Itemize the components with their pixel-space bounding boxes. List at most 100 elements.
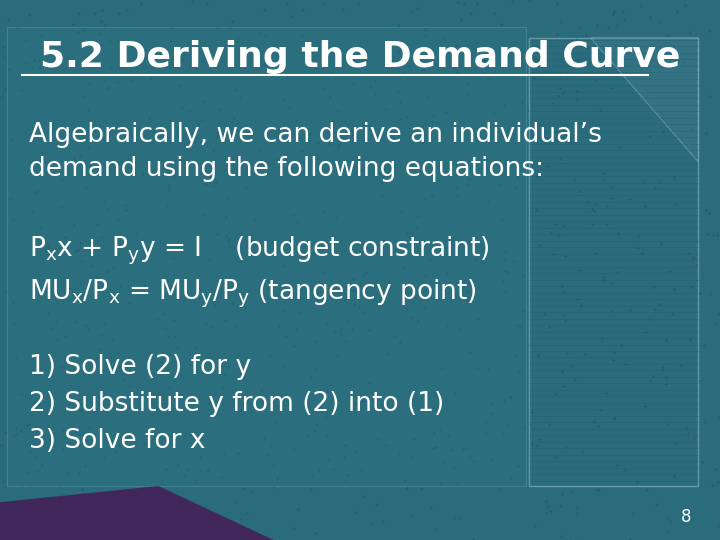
Point: [186, 0, 197, 5]
Point: [321, 432, 333, 441]
Point: [83, 107, 94, 116]
Point: [450, 183, 462, 192]
Point: [12, 511, 24, 520]
Point: [55, 362, 67, 371]
Point: [91, 354, 103, 363]
Point: [406, 312, 418, 321]
Point: [333, 144, 344, 152]
Point: [345, 393, 356, 401]
Point: [575, 301, 587, 309]
Point: [606, 307, 617, 316]
Point: [305, 484, 316, 493]
Point: [52, 336, 63, 345]
Point: [505, 393, 517, 401]
Point: [610, 64, 621, 73]
Point: [538, 310, 549, 319]
Point: [384, 279, 395, 287]
Point: [451, 41, 462, 50]
Point: [608, 348, 620, 356]
Point: [464, 175, 475, 184]
Point: [600, 37, 612, 45]
Point: [376, 191, 387, 200]
Point: [514, 323, 526, 332]
Point: [570, 35, 582, 43]
Point: [99, 21, 111, 30]
Text: Algebraically, we can derive an individual’s
demand using the following equation: Algebraically, we can derive an individu…: [29, 122, 602, 183]
Point: [662, 514, 674, 523]
Point: [11, 429, 22, 438]
Point: [523, 341, 535, 349]
Point: [488, 109, 500, 117]
Point: [261, 170, 272, 178]
Point: [572, 295, 583, 303]
Point: [280, 332, 292, 340]
Point: [98, 198, 109, 207]
Point: [75, 239, 86, 247]
Point: [77, 256, 89, 265]
Point: [473, 43, 485, 51]
Point: [557, 366, 568, 375]
Point: [213, 105, 225, 113]
Point: [16, 85, 27, 94]
Point: [347, 285, 359, 294]
Point: [580, 349, 591, 358]
Point: [310, 63, 322, 72]
Point: [505, 474, 517, 482]
Point: [219, 315, 230, 324]
Point: [561, 349, 572, 357]
Point: [554, 502, 565, 511]
Point: [554, 155, 565, 164]
Point: [559, 287, 570, 296]
Point: [271, 155, 283, 164]
Point: [255, 29, 266, 37]
Point: [228, 113, 240, 122]
Point: [347, 275, 359, 284]
Point: [528, 73, 540, 82]
Point: [76, 485, 88, 494]
Point: [28, 55, 40, 64]
Point: [649, 305, 660, 313]
Point: [427, 444, 438, 453]
Point: [34, 56, 45, 65]
Point: [114, 283, 126, 292]
Point: [72, 246, 84, 254]
Point: [337, 133, 348, 142]
Point: [434, 480, 446, 489]
Point: [81, 184, 92, 192]
Point: [593, 421, 604, 430]
Point: [140, 482, 151, 491]
Point: [291, 324, 302, 333]
Point: [597, 273, 608, 282]
Point: [339, 441, 351, 449]
Point: [390, 331, 401, 340]
Point: [222, 237, 234, 245]
Point: [369, 76, 381, 85]
Point: [518, 271, 529, 279]
Point: [97, 366, 109, 374]
Point: [632, 232, 644, 240]
Point: [404, 229, 415, 238]
Point: [571, 55, 582, 64]
Point: [89, 38, 101, 46]
Point: [337, 5, 348, 14]
Point: [500, 286, 511, 295]
Point: [685, 282, 696, 291]
Point: [326, 68, 338, 76]
Point: [655, 238, 667, 247]
Point: [244, 125, 256, 134]
Point: [662, 420, 674, 428]
Point: [497, 430, 508, 439]
Point: [217, 398, 229, 407]
Point: [207, 181, 218, 190]
Point: [305, 130, 316, 138]
Point: [24, 11, 35, 19]
Point: [59, 332, 71, 341]
Point: [347, 324, 359, 333]
Point: [176, 103, 188, 112]
Point: [42, 243, 54, 252]
Point: [589, 249, 600, 258]
Point: [262, 284, 274, 293]
Point: [556, 489, 567, 498]
Point: [607, 355, 618, 364]
Point: [348, 79, 359, 87]
